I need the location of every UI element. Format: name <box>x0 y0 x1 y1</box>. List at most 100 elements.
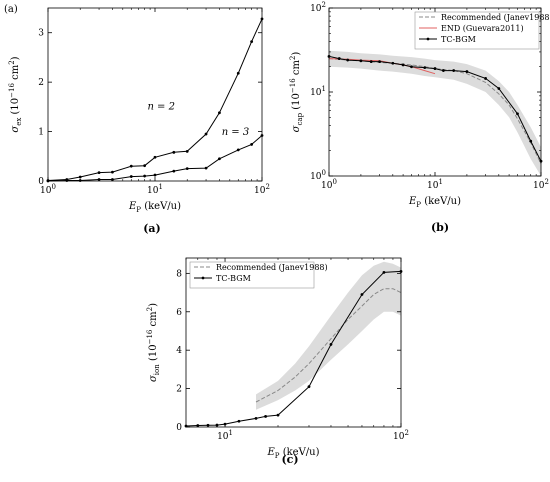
x-tick-label: 102 <box>254 183 270 196</box>
x-axis-label: EP (keV/u) <box>266 447 319 460</box>
label-part: 10 <box>310 88 322 98</box>
series-marker <box>260 134 264 137</box>
tcbgm-marker <box>264 415 267 418</box>
tcbgm-marker <box>423 66 427 70</box>
y-tick-label: 6 <box>176 308 182 318</box>
tcbgm-marker <box>378 60 381 64</box>
series-marker <box>204 166 208 170</box>
label-part: ex <box>15 118 23 126</box>
label-part: 10 <box>217 432 229 442</box>
tcbgm-marker <box>237 419 241 423</box>
label-part: 2 <box>544 178 548 186</box>
series-annotation: n = 3 <box>222 127 250 138</box>
tcbgm-marker <box>337 57 341 60</box>
label-part: σ <box>148 374 159 382</box>
tcbgm-marker <box>452 69 456 72</box>
label-part: cap <box>296 112 304 125</box>
series-marker <box>143 174 147 178</box>
label-part: n = 2 <box>147 101 175 112</box>
tcbgm-marker <box>465 70 469 73</box>
series-marker <box>218 111 221 115</box>
label-part: cm <box>10 64 21 83</box>
label-part: 10 <box>254 186 266 196</box>
label-part: cm <box>291 60 302 79</box>
label-part: 0 <box>51 183 55 191</box>
series-marker <box>236 148 240 152</box>
panel-caption: (c) <box>281 453 298 466</box>
label-part: 1 <box>158 183 162 191</box>
panel-caption: (b) <box>431 221 449 234</box>
label-part: P <box>136 206 141 214</box>
y-tick-label: 3 <box>38 29 44 39</box>
x-tick-label: 102 <box>393 429 409 442</box>
series-marker <box>129 164 133 168</box>
uncertainty-band <box>256 261 401 410</box>
label-part: cm <box>148 311 159 330</box>
label-part: 10 <box>427 181 439 191</box>
label-part: 10 <box>310 4 322 14</box>
label-part: n = 3 <box>222 127 250 138</box>
label-part: 10 <box>321 181 333 191</box>
series-marker <box>46 179 50 183</box>
tcbgm-marker <box>346 58 350 62</box>
series-marker <box>129 175 133 178</box>
series-marker <box>97 178 101 181</box>
figure-corner-label: (a) <box>4 4 18 15</box>
label-part: E <box>266 447 275 458</box>
y-tick-label: 2 <box>176 385 182 395</box>
tcbgm-marker <box>369 60 373 64</box>
x-axis-label: EP (keV/u) <box>408 196 461 209</box>
series-marker <box>172 150 176 154</box>
label-part: −16 <box>8 83 16 98</box>
uncertainty-band <box>329 50 541 177</box>
series-marker <box>97 171 101 174</box>
tcbgm-marker <box>441 69 445 72</box>
series-marker <box>111 170 114 174</box>
tcbgm-marker <box>329 343 333 346</box>
y-tick-label: 101 <box>310 85 326 98</box>
label-part: (keV/u) <box>280 447 320 458</box>
x-tick-label: 101 <box>147 183 163 196</box>
panel-caption: (a) <box>143 222 161 235</box>
series-marker <box>78 175 82 179</box>
label-part: −16 <box>289 78 297 93</box>
x-tick-label: 100 <box>321 178 337 191</box>
y-tick-label: 100 <box>310 169 326 182</box>
series-marker <box>260 17 264 21</box>
series-marker <box>172 169 176 173</box>
label-part: −16 <box>146 329 154 344</box>
y-tick-label: 0 <box>176 423 182 433</box>
label-part: (10 <box>10 98 21 118</box>
legend-entry: Recommended (Janev1988) <box>441 13 550 22</box>
series-marker <box>78 179 82 182</box>
tcbgm-marker <box>529 139 533 143</box>
series-marker <box>143 164 147 168</box>
label-part: ) <box>148 303 159 307</box>
tcbgm-marker <box>307 385 311 389</box>
y-tick-label: 1 <box>38 128 44 138</box>
x-tick-label: 101 <box>427 178 443 191</box>
legend-entry: END (Guevara2011) <box>441 24 524 33</box>
label-part: (10 <box>291 93 302 113</box>
series-marker <box>153 173 157 177</box>
label-part: E <box>408 196 417 207</box>
label-part: 10 <box>533 181 545 191</box>
series-marker <box>153 155 157 159</box>
tcbgm-marker <box>433 67 437 70</box>
tcbgm-marker <box>360 293 364 296</box>
x-tick-label: 100 <box>40 183 56 196</box>
label-part: 0 <box>332 178 336 186</box>
y-axis-label: σion (10−16 cm2) <box>146 303 161 382</box>
label-part: 10 <box>310 172 322 182</box>
series-marker <box>204 132 208 136</box>
y-axis-label: σex (10−16 cm2) <box>8 56 23 132</box>
y-axis-label: σcap (10−16 cm2) <box>289 52 304 133</box>
x-tick-label: 102 <box>533 178 549 191</box>
plot-frame <box>185 257 402 428</box>
y-tick-label: 102 <box>310 1 326 14</box>
tcbgm-marker <box>391 61 395 65</box>
label-part: (keV/u) <box>421 196 461 207</box>
label-part: P <box>416 201 421 209</box>
